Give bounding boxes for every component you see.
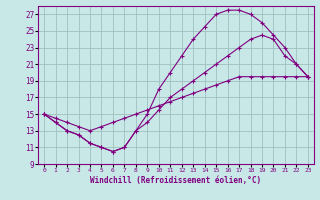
X-axis label: Windchill (Refroidissement éolien,°C): Windchill (Refroidissement éolien,°C) (91, 176, 261, 185)
